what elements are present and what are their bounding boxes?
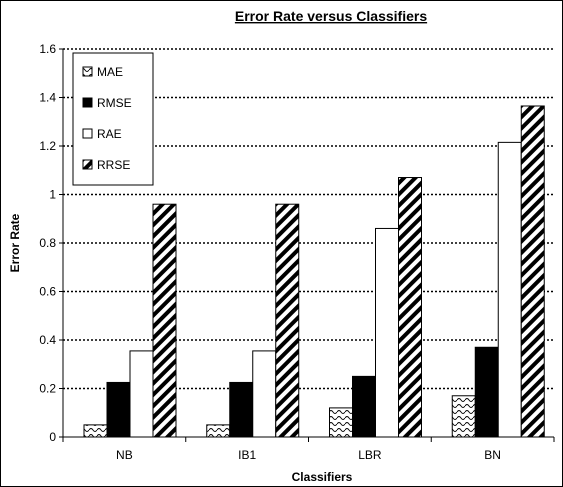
chart-title: Error Rate versus Classifiers — [235, 8, 427, 24]
bar-rae-lbr — [375, 227, 399, 438]
y-tick-label: 1.4 — [39, 91, 56, 105]
x-tick-label: NB — [116, 448, 133, 462]
bar-rrse-nb — [152, 203, 177, 438]
y-tick-label: 1.6 — [39, 42, 56, 56]
legend-label-mae: MAE — [97, 65, 123, 79]
legend-label-rae: RAE — [97, 127, 122, 141]
x-tick-label: LBR — [358, 448, 382, 462]
legend-swatch-mae — [82, 66, 93, 77]
bar-rmse-lbr — [352, 375, 376, 438]
y-tick-label: 1.2 — [39, 139, 56, 153]
bar-mae-ib1 — [206, 424, 231, 438]
y-tick-label: 0.4 — [39, 333, 56, 347]
y-tick-label: 0.6 — [39, 285, 56, 299]
legend-swatch-rrse — [82, 159, 93, 170]
bar-rrse-bn — [520, 105, 545, 438]
bar-rae-nb — [129, 350, 154, 438]
y-axis-label: Error Rate — [8, 213, 22, 272]
x-axis-label: Classifiers — [292, 470, 353, 484]
bar-rrse-lbr — [398, 177, 422, 438]
axes: 0 0.2 0.4 0.6 0.8 1 1.2 1.4 1.6 NB IB1 LBR BN — [39, 42, 555, 462]
legend-swatch-rae — [82, 128, 93, 139]
y-tick-label: 0.2 — [39, 382, 56, 396]
bar-mae-bn — [451, 395, 476, 438]
bar-rmse-nb — [106, 381, 131, 438]
bars — [83, 105, 545, 438]
bar-rmse-ib1 — [229, 381, 254, 438]
bar-mae-nb — [83, 424, 108, 438]
legend-label-rmse: RMSE — [97, 96, 132, 110]
legend: MAE RMSE RAE RRSE — [72, 52, 154, 186]
bar-mae-lbr — [329, 407, 353, 438]
y-tick-label: 0.8 — [39, 236, 56, 250]
legend-label-rrse: RRSE — [97, 158, 130, 172]
bar-rae-ib1 — [252, 350, 277, 438]
x-tick-label: IB1 — [238, 448, 256, 462]
y-tick-label: 1 — [49, 188, 56, 202]
x-tick-label: BN — [484, 448, 501, 462]
bar-rae-bn — [497, 141, 522, 438]
y-tick-label: 0 — [49, 430, 56, 444]
bar-rrse-ib1 — [275, 203, 300, 438]
bar-rmse-bn — [474, 346, 499, 438]
legend-swatch-rmse — [82, 97, 93, 108]
